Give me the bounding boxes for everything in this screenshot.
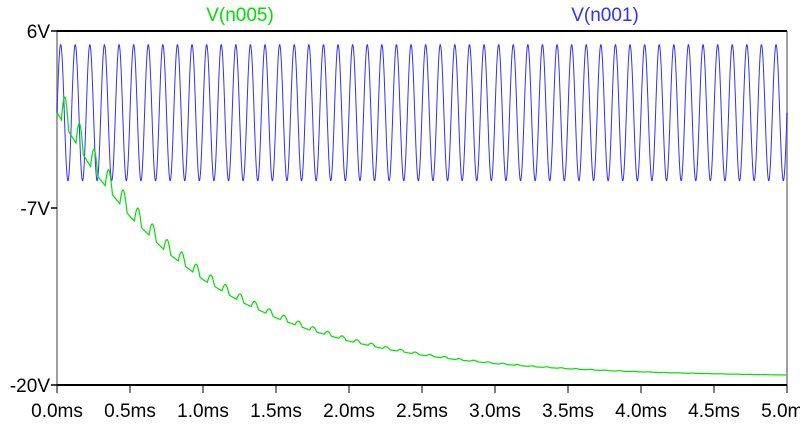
y-tick-label: 6V [27, 22, 51, 43]
x-tick-label: 1.0ms [177, 401, 229, 422]
x-tick-label: 0.0ms [31, 401, 83, 422]
y-tick-label: -20V [10, 376, 50, 397]
x-tick-label: 2.5ms [396, 401, 448, 422]
x-tick-label: 1.5ms [250, 401, 302, 422]
x-tick-label: 3.0ms [469, 401, 521, 422]
traces [56, 44, 788, 376]
x-tick-label: 4.0ms [615, 401, 667, 422]
x-tick-label: 5.0ms [761, 401, 800, 422]
x-tick-label: 0.5ms [104, 401, 156, 422]
x-tick-label: 4.5ms [688, 401, 740, 422]
x-tick-label: 3.5ms [542, 401, 594, 422]
legend-v-n001[interactable]: V(n001) [571, 5, 639, 26]
trace-v-n001 [56, 44, 788, 182]
y-axis: 6V -7V -20V [10, 22, 57, 397]
plot-frame [56, 30, 788, 386]
y-tick-label: -7V [20, 199, 50, 220]
trace-v-n005 [56, 96, 787, 376]
x-tick-label: 2.0ms [323, 401, 375, 422]
x-axis: 0.0ms 0.5ms 1.0ms 1.5ms 2.0ms 2.5ms 3.0ms 3.5ms… [31, 385, 800, 422]
legend-v-n005[interactable]: V(n005) [206, 5, 274, 26]
